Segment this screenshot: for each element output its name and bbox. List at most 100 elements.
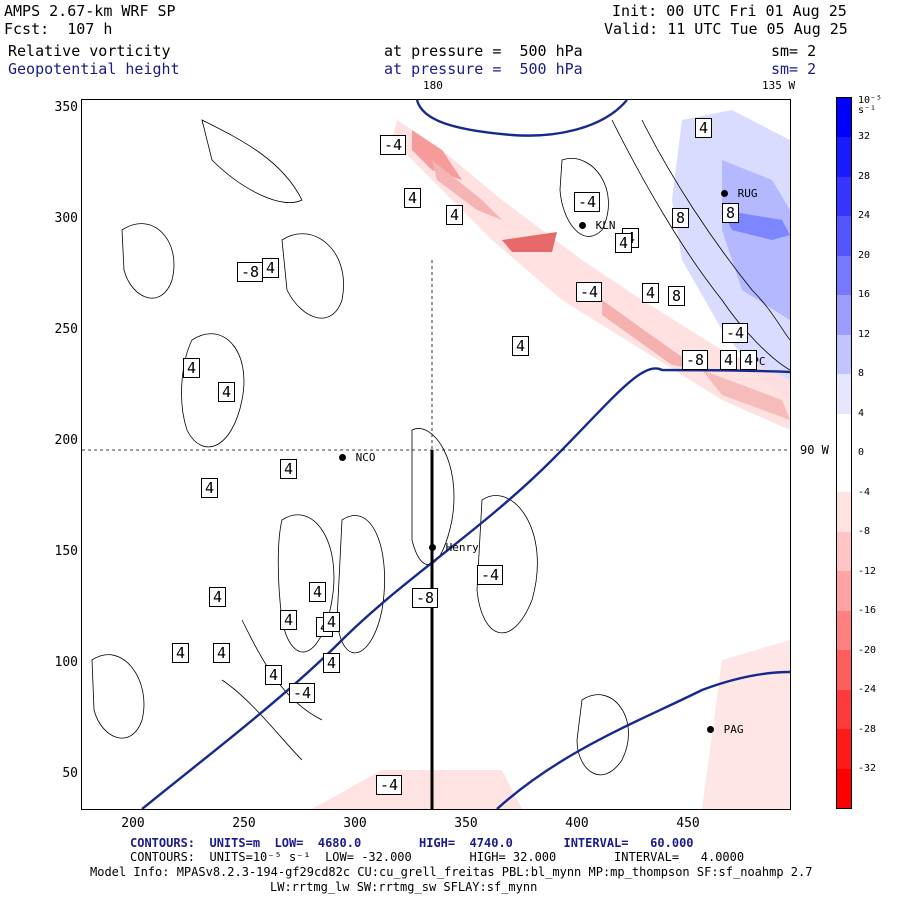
map-svg <box>82 100 790 809</box>
contour-label: 4 <box>720 350 738 370</box>
contour-label: 4 <box>265 665 283 685</box>
lon-label-180: 180 <box>423 79 443 92</box>
model-info: Model Info: MPASv8.2.3-194-gf29cd82c CU:… <box>90 865 813 879</box>
height-contours-info: CONTOURS: UNITS=m LOW= 4680.0 HIGH= 4740… <box>130 836 694 850</box>
colorbar-segment <box>837 492 851 533</box>
contour-label: -4 <box>576 282 603 302</box>
station-nco[interactable]: NCO <box>339 446 376 465</box>
contour-label: -8 <box>412 588 439 608</box>
colorbar-segment <box>837 650 851 691</box>
contour-label: -4 <box>477 565 504 585</box>
colorbar-segment <box>837 768 851 808</box>
colorbar-segment <box>837 98 851 139</box>
map-panel[interactable]: NCO Henry KLN RUG PPC PAG -444-448448-8-… <box>81 99 791 810</box>
colorbar-label: 12 <box>858 328 871 340</box>
colorbar-segment <box>837 729 851 770</box>
contour-label: -4 <box>574 192 601 212</box>
contour-label: 4 <box>209 587 227 607</box>
station-dot-icon <box>579 222 586 229</box>
station-label: NCO <box>355 451 376 464</box>
station-label: PAG <box>723 723 744 736</box>
colorbar-segment <box>837 689 851 731</box>
contour-label: 4 <box>695 118 713 138</box>
x-tick: 400 <box>565 816 589 831</box>
contour-label: -4 <box>722 323 749 343</box>
contour-label: -4 <box>380 135 407 155</box>
geopotential-contours <box>141 100 790 809</box>
contour-label: 8 <box>672 208 690 228</box>
colorbar-label: 4 <box>858 407 865 419</box>
station-dot-icon <box>707 726 714 733</box>
contour-label: 4 <box>172 643 190 663</box>
contour-label: 4 <box>201 478 219 498</box>
colorbar-segment <box>837 216 851 257</box>
colorbar-label: -32 <box>858 763 877 774</box>
y-tick: 150 <box>54 544 78 559</box>
y-tick: 50 <box>62 766 78 781</box>
field1-smoothing: sm= 2 <box>771 42 817 60</box>
station-kln[interactable]: KLN <box>579 214 616 233</box>
colorbar-label: -20 <box>858 644 877 656</box>
colorbar-segment <box>837 531 851 573</box>
model-title: AMPS 2.67-km WRF SP <box>4 2 176 20</box>
contour-label: 4 <box>183 358 201 378</box>
colorbar-segment <box>837 453 851 494</box>
contour-label: 4 <box>280 610 298 630</box>
colorbar-label: -8 <box>858 526 871 537</box>
contour-label: 4 <box>615 233 633 253</box>
lon-label-135w: 135 W <box>762 79 796 92</box>
colorbar-segment <box>837 295 851 336</box>
field2-smoothing: sm= 2 <box>771 60 817 78</box>
contour-label: 4 <box>262 258 280 278</box>
valid-time: Valid: 11 UTC Tue 05 Aug 25 <box>604 20 848 38</box>
vorticity-contours-info: CONTOURS: UNITS=10⁻⁵ s⁻¹ LOW= -32.000 HI… <box>130 850 745 864</box>
x-tick: 300 <box>343 816 367 831</box>
station-dot-icon <box>339 454 346 461</box>
colorbar-label: -28 <box>858 723 877 735</box>
colorbar-label: 16 <box>858 289 871 300</box>
colorbar-segment <box>837 176 851 218</box>
colorbar-label: -12 <box>858 565 877 577</box>
init-time: Init: 00 UTC Fri 01 Aug 25 <box>612 2 847 20</box>
contour-label: 4 <box>512 336 530 356</box>
y-tick: 300 <box>54 211 78 226</box>
colorbar-label: -24 <box>858 684 877 695</box>
contour-label: -4 <box>376 775 403 795</box>
station-dot-icon <box>721 190 728 197</box>
contour-label: 4 <box>642 283 660 303</box>
x-tick: 350 <box>454 816 478 831</box>
colorbar-label: 8 <box>858 368 865 379</box>
colorbar-segment <box>837 255 851 297</box>
contour-label: 4 <box>280 459 298 479</box>
station-rug[interactable]: RUG <box>721 182 758 201</box>
lon-label-90w: 90 W <box>800 443 829 457</box>
colorbar-segment <box>837 571 851 612</box>
contour-label: -8 <box>237 262 264 282</box>
station-pag[interactable]: PAG <box>707 718 744 737</box>
contour-label: 8 <box>722 203 740 223</box>
colorbar-label: 32 <box>858 131 871 142</box>
contour-label: 4 <box>404 188 422 208</box>
contour-label: 4 <box>323 653 341 673</box>
colorbar-segment <box>837 610 851 652</box>
x-tick: 250 <box>232 816 256 831</box>
x-tick: 200 <box>121 816 145 831</box>
contour-label: 4 <box>323 612 341 632</box>
contour-label: 4 <box>218 382 236 402</box>
colorbar-segment <box>837 334 851 376</box>
field1-name: Relative vorticity <box>8 42 171 60</box>
colorbar-segment <box>837 137 851 178</box>
contour-label: 4 <box>446 205 464 225</box>
station-label: KLN <box>595 219 616 232</box>
colorbar <box>836 97 852 809</box>
colorbar-label: -16 <box>858 605 877 616</box>
colorbar-segment <box>837 413 851 454</box>
station-label: RUG <box>737 187 758 200</box>
model-info-line2: LW:rrtmg_lw SW:rrtmg_sw SFLAY:sf_mynn <box>270 880 538 894</box>
station-henry[interactable]: Henry <box>429 536 479 555</box>
x-tick: 450 <box>676 816 700 831</box>
contour-label: 4 <box>309 582 327 602</box>
colorbar-label: -4 <box>858 486 871 498</box>
y-tick: 350 <box>54 100 78 115</box>
station-label: Henry <box>445 541 479 554</box>
